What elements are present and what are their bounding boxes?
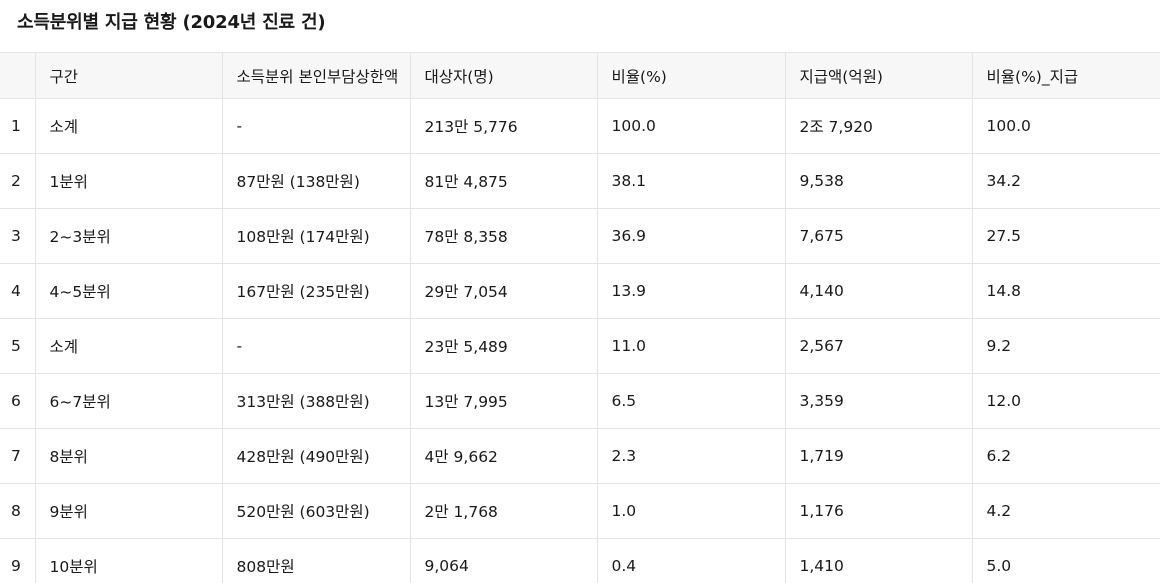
row-index: 4 <box>0 263 36 319</box>
table-cell[interactable]: 12.0 <box>972 373 1160 429</box>
table-cell[interactable]: 4~5분위 <box>35 263 223 319</box>
row-index: 2 <box>0 153 36 209</box>
row-index: 3 <box>0 208 36 264</box>
table-cell[interactable]: 9,064 <box>410 538 598 583</box>
table-cell[interactable]: 10분위 <box>35 538 223 583</box>
table-title: 소득분위별 지급 현황 (2024년 진료 건) <box>17 12 326 33</box>
table-cell[interactable]: 소계 <box>35 98 223 154</box>
table-cell[interactable]: 9.2 <box>972 318 1160 374</box>
table-cell[interactable]: 9분위 <box>35 483 223 539</box>
table-cell[interactable]: 2,567 <box>785 318 973 374</box>
table-cell[interactable]: 3,359 <box>785 373 973 429</box>
table-row: 6 6~7분위 313만원 (388만원) 13만 7,995 6.5 3,35… <box>0 373 1160 429</box>
row-index: 8 <box>0 483 36 539</box>
table-cell[interactable]: 1,176 <box>785 483 973 539</box>
column-header-recipients[interactable]: 대상자(명) <box>410 52 598 99</box>
row-index: 6 <box>0 373 36 429</box>
table-cell[interactable]: 4.2 <box>972 483 1160 539</box>
table-cell[interactable]: 87만원 (138만원) <box>222 153 411 209</box>
table-row: 2 1분위 87만원 (138만원) 81만 4,875 38.1 9,538 … <box>0 153 1160 209</box>
table-cell[interactable]: 6.2 <box>972 428 1160 484</box>
table-row: 9 10분위 808만원 9,064 0.4 1,410 5.0 <box>0 538 1160 583</box>
table-row: 5 소계 - 23만 5,489 11.0 2,567 9.2 <box>0 318 1160 374</box>
table-cell[interactable]: 313만원 (388만원) <box>222 373 411 429</box>
column-header-income-cap[interactable]: 소득분위 본인부담상한액 <box>222 52 411 99</box>
table-cell[interactable]: 29만 7,054 <box>410 263 598 319</box>
table-cell[interactable]: 2만 1,768 <box>410 483 598 539</box>
table-cell[interactable]: 2~3분위 <box>35 208 223 264</box>
table-cell[interactable]: 1.0 <box>597 483 786 539</box>
table-cell[interactable]: 36.9 <box>597 208 786 264</box>
table-row: 4 4~5분위 167만원 (235만원) 29만 7,054 13.9 4,1… <box>0 263 1160 319</box>
table-cell[interactable]: 14.8 <box>972 263 1160 319</box>
table-row: 8 9분위 520만원 (603만원) 2만 1,768 1.0 1,176 4… <box>0 483 1160 539</box>
table-cell[interactable]: 6~7분위 <box>35 373 223 429</box>
table-cell[interactable]: 428만원 (490만원) <box>222 428 411 484</box>
row-index: 9 <box>0 538 36 583</box>
table-cell[interactable]: 520만원 (603만원) <box>222 483 411 539</box>
row-index: 1 <box>0 98 36 154</box>
table-cell[interactable]: 6.5 <box>597 373 786 429</box>
table-cell[interactable]: 23만 5,489 <box>410 318 598 374</box>
table-cell[interactable]: 2.3 <box>597 428 786 484</box>
table-cell[interactable]: 34.2 <box>972 153 1160 209</box>
table-cell[interactable]: 소계 <box>35 318 223 374</box>
table-row: 3 2~3분위 108만원 (174만원) 78만 8,358 36.9 7,6… <box>0 208 1160 264</box>
table-cell[interactable]: 167만원 (235만원) <box>222 263 411 319</box>
column-header-amount[interactable]: 지급액(억원) <box>785 52 973 99</box>
data-table: 구간 소득분위 본인부담상한액 대상자(명) 비율(%) 지급액(억원) 비율(… <box>0 52 1160 583</box>
table-cell[interactable]: 27.5 <box>972 208 1160 264</box>
table-cell[interactable]: 81만 4,875 <box>410 153 598 209</box>
table-cell[interactable]: 108만원 (174만원) <box>222 208 411 264</box>
table-cell[interactable]: 0.4 <box>597 538 786 583</box>
column-header-section[interactable]: 구간 <box>35 52 223 99</box>
row-index: 5 <box>0 318 36 374</box>
table-cell[interactable]: 1,719 <box>785 428 973 484</box>
table-body: 1 소계 - 213만 5,776 100.0 2조 7,920 100.0 2… <box>0 98 1160 583</box>
table-row: 1 소계 - 213만 5,776 100.0 2조 7,920 100.0 <box>0 98 1160 154</box>
table-cell[interactable]: 11.0 <box>597 318 786 374</box>
table-cell[interactable]: 5.0 <box>972 538 1160 583</box>
data-table-container[interactable]: 구간 소득분위 본인부담상한액 대상자(명) 비율(%) 지급액(억원) 비율(… <box>0 52 1160 583</box>
table-cell[interactable]: 213만 5,776 <box>410 98 598 154</box>
table-cell[interactable]: 808만원 <box>222 538 411 583</box>
table-cell[interactable]: 7,675 <box>785 208 973 264</box>
table-cell[interactable]: - <box>222 98 411 154</box>
table-cell[interactable]: 100.0 <box>972 98 1160 154</box>
table-cell[interactable]: 1,410 <box>785 538 973 583</box>
table-cell[interactable]: 100.0 <box>597 98 786 154</box>
table-cell[interactable]: 13.9 <box>597 263 786 319</box>
table-row: 7 8분위 428만원 (490만원) 4만 9,662 2.3 1,719 6… <box>0 428 1160 484</box>
table-cell[interactable]: - <box>222 318 411 374</box>
table-cell[interactable]: 4만 9,662 <box>410 428 598 484</box>
column-header-ratio[interactable]: 비율(%) <box>597 52 786 99</box>
table-cell[interactable]: 78만 8,358 <box>410 208 598 264</box>
table-cell[interactable]: 8분위 <box>35 428 223 484</box>
table-cell[interactable]: 4,140 <box>785 263 973 319</box>
table-cell[interactable]: 9,538 <box>785 153 973 209</box>
column-header-ratio-payment[interactable]: 비율(%)_지급 <box>972 52 1160 99</box>
index-header <box>0 52 36 99</box>
table-cell[interactable]: 2조 7,920 <box>785 98 973 154</box>
table-cell[interactable]: 38.1 <box>597 153 786 209</box>
table-cell[interactable]: 1분위 <box>35 153 223 209</box>
header-row: 구간 소득분위 본인부담상한액 대상자(명) 비율(%) 지급액(억원) 비율(… <box>0 52 1160 99</box>
table-cell[interactable]: 13만 7,995 <box>410 373 598 429</box>
row-index: 7 <box>0 428 36 484</box>
